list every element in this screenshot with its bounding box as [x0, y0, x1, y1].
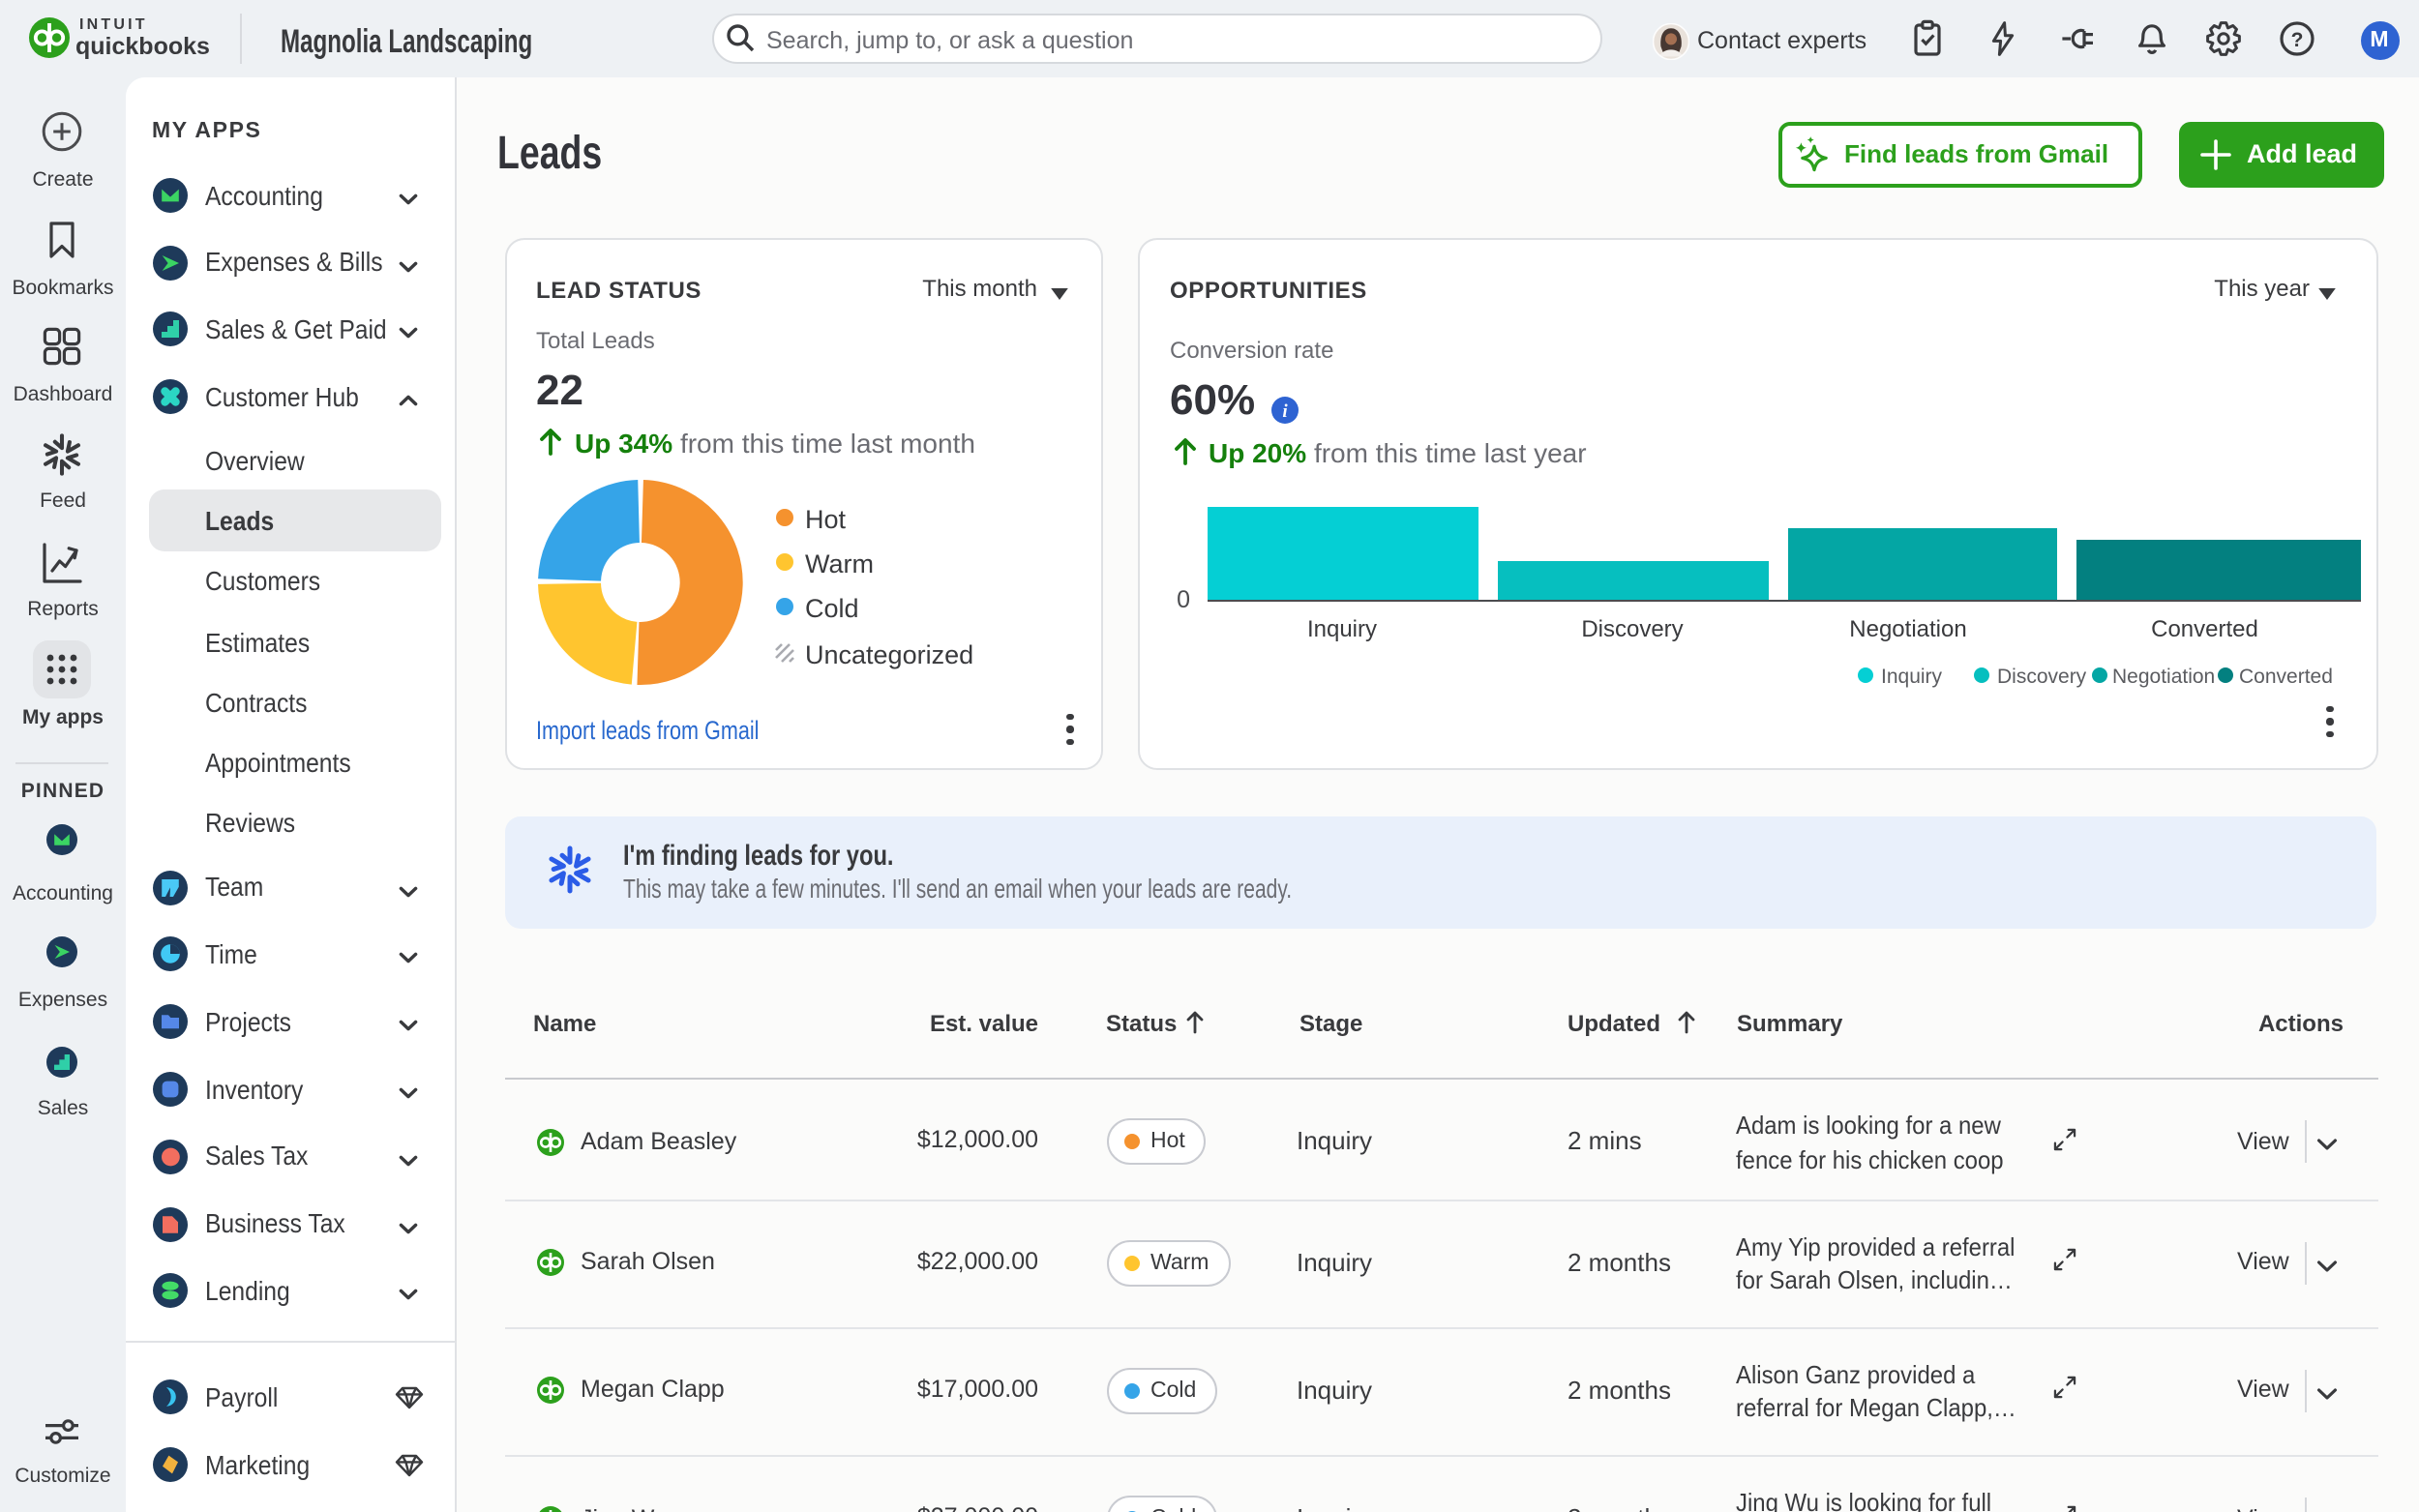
svg-text:i: i: [1282, 401, 1288, 422]
svg-text:?: ?: [2291, 29, 2304, 51]
